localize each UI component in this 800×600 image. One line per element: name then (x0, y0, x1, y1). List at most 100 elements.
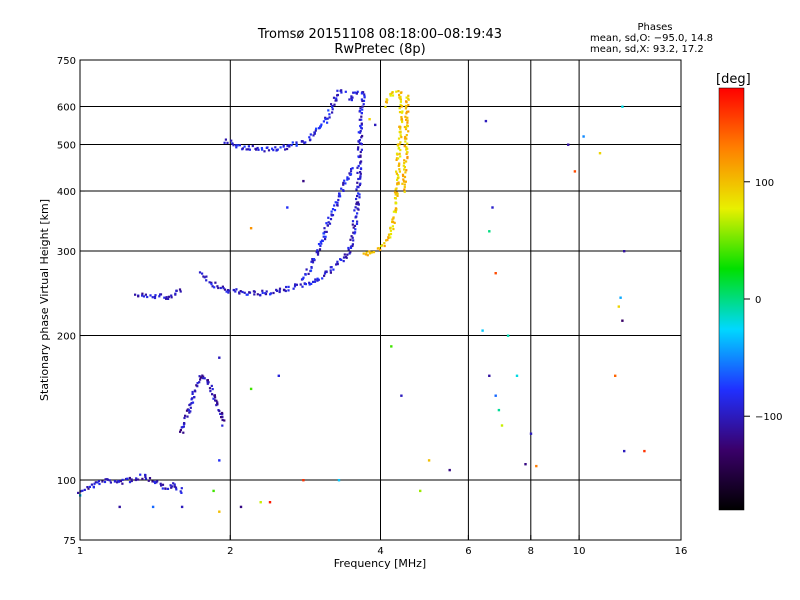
trace-point (137, 295, 140, 298)
trace-point (397, 137, 401, 140)
trace-point (83, 488, 86, 491)
trace-point (356, 181, 359, 184)
trace-point (340, 91, 343, 94)
trace-point (188, 411, 191, 414)
trace-point (208, 281, 211, 284)
scatter-point (573, 170, 577, 173)
scatter-point (268, 501, 272, 504)
scatter-point (400, 394, 403, 397)
trace-point (295, 143, 298, 146)
trace-point (309, 138, 312, 141)
trace-point (267, 149, 271, 152)
trace-point (97, 480, 101, 483)
trace-point (274, 146, 277, 149)
scatter-point (374, 123, 377, 127)
trace-point (324, 238, 327, 241)
trace-point (238, 291, 241, 294)
phase-o-values: −95.0, 14.8 (653, 33, 713, 44)
trace-point (399, 97, 402, 100)
y-tick-label: 300 (57, 247, 76, 258)
trace-point (86, 486, 89, 489)
trace-point (331, 105, 334, 108)
trace-point (161, 487, 164, 490)
trace-point (355, 201, 358, 204)
trace-point (326, 117, 329, 120)
trace-point (356, 171, 359, 174)
trace-point (398, 143, 401, 146)
trace-point (172, 482, 175, 485)
trace-point (407, 94, 410, 97)
trace-point (359, 129, 362, 133)
trace-point (348, 172, 351, 175)
colorbar-tick-label: 100 (755, 178, 774, 189)
trace-point (315, 251, 318, 254)
trace-point (163, 296, 166, 299)
trace-point (342, 183, 345, 186)
trace-point (402, 164, 405, 167)
trace-point (141, 294, 144, 297)
trace-point (321, 239, 324, 242)
trace-point (170, 294, 173, 297)
trace-point (379, 248, 382, 251)
trace-point (186, 415, 189, 418)
trace-point (360, 160, 363, 163)
trace-point (360, 136, 363, 139)
trace-point (317, 251, 320, 254)
trace-point (198, 381, 201, 384)
trace-point (126, 477, 129, 480)
trace-point (385, 100, 388, 103)
trace-point (290, 144, 293, 147)
phase-x-row: mean, sd,X: 93.2, 17.2 (590, 44, 704, 55)
trace-point (295, 141, 298, 144)
colorbar-ticks: 100 0 −100 (744, 178, 782, 423)
trace-point (185, 409, 189, 412)
trace-point (109, 481, 112, 484)
trace-point (406, 142, 409, 145)
chart-title-line1: Tromsø 20151108 08:18:00–08:19:43 (257, 27, 503, 42)
trace-point (106, 478, 109, 481)
trace-point (183, 422, 186, 425)
trace-point (398, 111, 402, 114)
trace-point (205, 279, 208, 282)
trace-point (401, 173, 405, 176)
trace-point (354, 231, 357, 234)
scatter-point (500, 424, 504, 427)
trace-point (189, 403, 192, 406)
trace-point (361, 108, 364, 111)
trace-point (403, 188, 406, 191)
scatter-point (623, 250, 626, 253)
trace-point (336, 89, 339, 92)
trace-point (246, 293, 249, 296)
trace-point (226, 289, 230, 292)
trace-point (342, 256, 346, 259)
chart-title-line2: RwPretec (8p) (334, 42, 426, 57)
trace-point (189, 406, 192, 409)
trace-point (360, 122, 363, 125)
trace-point (153, 296, 157, 300)
trace-point (340, 89, 343, 92)
trace-point (391, 91, 394, 94)
trace-point (320, 242, 323, 245)
trace-point (191, 390, 194, 394)
trace-point (323, 274, 326, 277)
trace-point (325, 270, 328, 273)
trace-point (241, 290, 244, 294)
trace-point (323, 232, 326, 235)
trace-point (330, 210, 333, 213)
scatter-point (524, 463, 527, 466)
y-axis-ticks: 75 100 200 300 400 500 600 750 (57, 56, 85, 547)
trace-point (353, 209, 356, 212)
trace-point (357, 203, 360, 206)
trace-point (180, 487, 183, 490)
colorbar-tick-label: −100 (755, 412, 782, 423)
trace-point (227, 291, 230, 294)
trace-point (354, 206, 357, 209)
trace-point (144, 475, 147, 478)
trace-point (158, 295, 161, 298)
trace-point (256, 146, 259, 150)
trace-point (309, 133, 312, 136)
trace-point (400, 105, 403, 108)
trace-point (179, 490, 182, 493)
trace-point (128, 481, 132, 484)
trace-point (251, 144, 254, 148)
